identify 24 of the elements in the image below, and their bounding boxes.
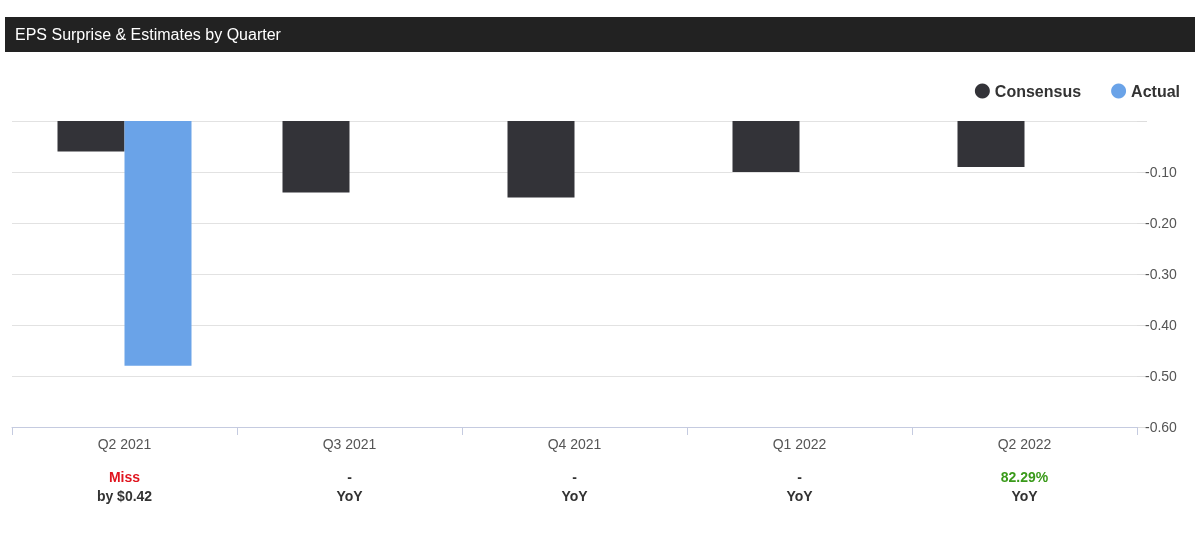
- text: -: [572, 469, 578, 485]
- x-tick-label: Q3 2021: [322, 436, 377, 452]
- text: Miss: [108, 469, 141, 485]
- y-tick-label: -0.40: [1145, 317, 1178, 333]
- x-tick-label: Q4 2021: [547, 436, 602, 452]
- y-tick-label: -0.60: [1145, 419, 1178, 435]
- x-tick-label: Q1 2022: [772, 436, 827, 452]
- legend-label: Actual: [1131, 82, 1181, 100]
- x-tick-label: Q2 2022: [997, 436, 1052, 452]
- y-tick-label: -0.50: [1145, 368, 1178, 384]
- text: YoY: [1011, 488, 1039, 504]
- chart-title: EPS Surprise & Estimates by Quarter: [5, 17, 1195, 52]
- y-tick-label: -0.10: [1145, 164, 1178, 180]
- text: YoY: [561, 488, 589, 504]
- text: YoY: [786, 488, 814, 504]
- text: YoY: [336, 488, 364, 504]
- legend-label: Consensus: [994, 82, 1082, 100]
- y-tick-label: -0.30: [1145, 266, 1178, 282]
- text: 82.29%: [1000, 469, 1049, 485]
- text: -: [797, 469, 803, 485]
- text: -: [347, 469, 353, 485]
- y-tick-label: -0.20: [1145, 215, 1178, 231]
- x-tick-label: Q2 2021: [97, 436, 152, 452]
- text: by $0.42: [96, 488, 153, 504]
